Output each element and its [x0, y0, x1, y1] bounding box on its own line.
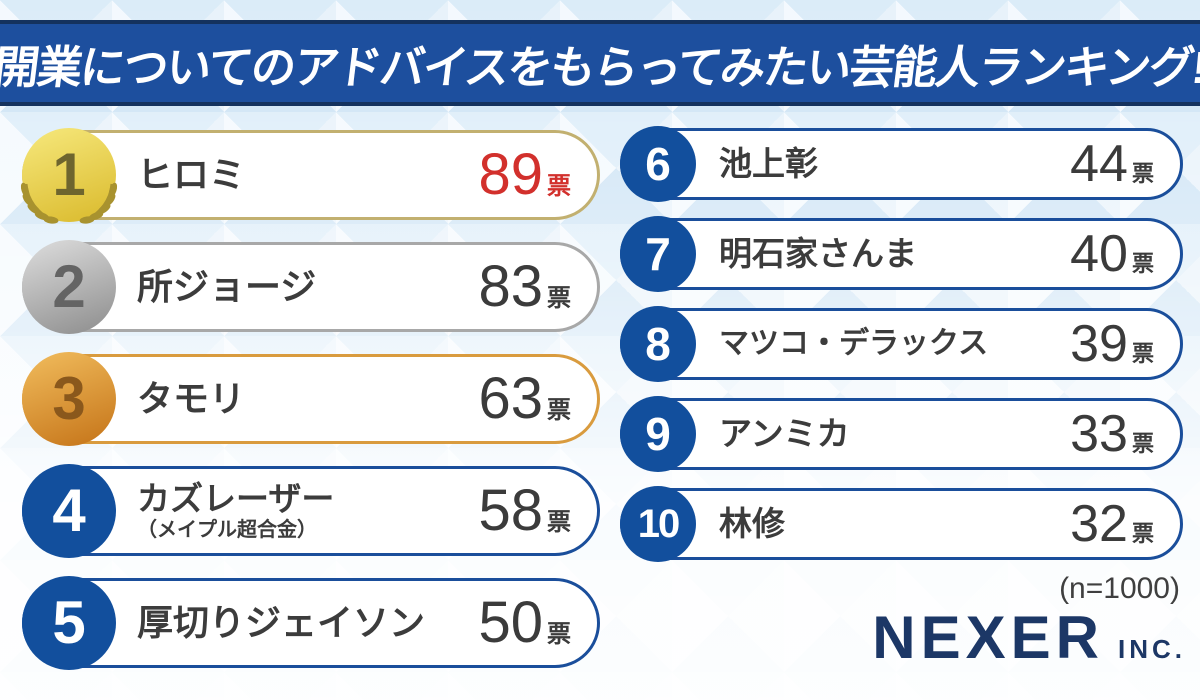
vote-count: 33 票 [1070, 408, 1154, 460]
vote-count: 44 票 [1070, 138, 1154, 190]
ranking-row-7: 7 明石家さんま 40 票 [620, 216, 1183, 292]
celebrity-name: 池上彰 [719, 145, 818, 183]
rank-number: 7 [645, 228, 671, 280]
page-title: 開業についてのアドバイスをもらってみたい芸能人ランキング! [0, 41, 1200, 93]
celebrity-name: マツコ・デラックス [719, 326, 989, 360]
vote-number: 63 [478, 366, 543, 431]
nexer-logo: NEXER INC. [872, 608, 1186, 668]
rank-number: 2 [52, 253, 86, 320]
title-banner: 開業についてのアドバイスをもらってみたい芸能人ランキング! [0, 20, 1200, 106]
ranking-row-1: 1 [20, 128, 600, 224]
vote-unit-label: 票 [547, 173, 571, 200]
celebrity-name: カズレーザー [137, 480, 335, 518]
ranking-row-5: 5 厚切りジェイソン 50 票 [22, 576, 600, 670]
vote-count: 89 票 [478, 146, 571, 204]
rank-badge-bronze: 3 [22, 352, 116, 446]
nexer-logo-text: NEXER [872, 604, 1104, 671]
vote-number: 50 [478, 590, 543, 655]
rank-number: 5 [52, 589, 86, 656]
vote-number: 33 [1070, 405, 1128, 463]
celebrity-name: 明石家さんま [719, 235, 917, 273]
celebrity-group-name: （メイプル超合金） [137, 518, 317, 541]
vote-unit-label: 票 [547, 397, 571, 424]
rank-badge: 6 [620, 126, 696, 202]
vote-count: 63 票 [478, 370, 571, 428]
nexer-logo-suffix: INC. [1118, 634, 1186, 664]
celebrity-name: ヒロミ [137, 154, 246, 196]
ranking-row-9: 9 アンミカ 33 票 [620, 396, 1183, 472]
rank-number: 1 [52, 141, 86, 208]
vote-count: 40 票 [1070, 228, 1154, 280]
rank-badge-gold: 1 [20, 128, 118, 224]
celebrity-name: 所ジョージ [137, 266, 317, 308]
vote-number: 40 [1070, 225, 1128, 283]
rank-badge: 8 [620, 306, 696, 382]
vote-unit-label: 票 [547, 509, 571, 536]
celebrity-name: 林修 [719, 505, 785, 543]
rank-number: 9 [645, 408, 671, 460]
vote-number: 58 [478, 478, 543, 543]
vote-number: 44 [1070, 135, 1128, 193]
ranking-row-6: 6 池上彰 44 票 [620, 126, 1183, 202]
ranking-row-8: 8 マツコ・デラックス 39 票 [620, 306, 1183, 382]
vote-unit-label: 票 [1131, 521, 1154, 546]
ranking-row-4: 4 カズレーザー （メイプル超合金） 58 票 [22, 464, 600, 558]
rank-badge: 10 [620, 486, 696, 562]
rank-badge: 7 [620, 216, 696, 292]
rank-badge: 4 [22, 464, 116, 558]
vote-count: 58 票 [478, 482, 571, 540]
rank-number: 4 [52, 477, 86, 544]
vote-number: 89 [478, 142, 543, 207]
ranking-row-3: 3 タモリ 63 票 [22, 352, 600, 446]
ranking-row-10: 10 林修 32 票 [620, 486, 1183, 562]
laurel-wreath-icon [20, 182, 118, 224]
rank-badge: 5 [22, 576, 116, 670]
vote-count: 39 票 [1070, 318, 1154, 370]
sample-size-note: (n=1000) [1059, 572, 1180, 605]
celebrity-name: 厚切りジェイソン [137, 602, 426, 644]
vote-number: 32 [1070, 495, 1128, 553]
vote-unit-label: 票 [547, 621, 571, 648]
vote-number: 83 [478, 254, 543, 319]
rank-badge: 9 [620, 396, 696, 472]
vote-count: 32 票 [1070, 498, 1154, 550]
rank-number: 6 [645, 138, 671, 190]
vote-unit-label: 票 [1131, 251, 1154, 276]
rank-badge-silver: 2 [22, 240, 116, 334]
vote-unit-label: 票 [1131, 431, 1154, 456]
vote-unit-label: 票 [1131, 341, 1154, 366]
ranking-row-2: 2 所ジョージ 83 票 [22, 240, 600, 334]
rank-number: 8 [645, 318, 671, 370]
celebrity-name: アンミカ [719, 415, 850, 453]
vote-count: 83 票 [478, 258, 571, 316]
vote-unit-label: 票 [547, 285, 571, 312]
celebrity-name: タモリ [137, 378, 246, 420]
vote-unit-label: 票 [1131, 161, 1154, 186]
rank-number: 3 [52, 365, 86, 432]
vote-number: 39 [1070, 315, 1128, 373]
vote-count: 50 票 [478, 594, 571, 652]
rank-number: 10 [637, 502, 680, 546]
